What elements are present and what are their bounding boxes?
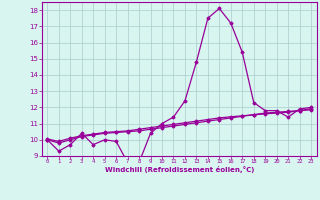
X-axis label: Windchill (Refroidissement éolien,°C): Windchill (Refroidissement éolien,°C)	[105, 166, 254, 173]
